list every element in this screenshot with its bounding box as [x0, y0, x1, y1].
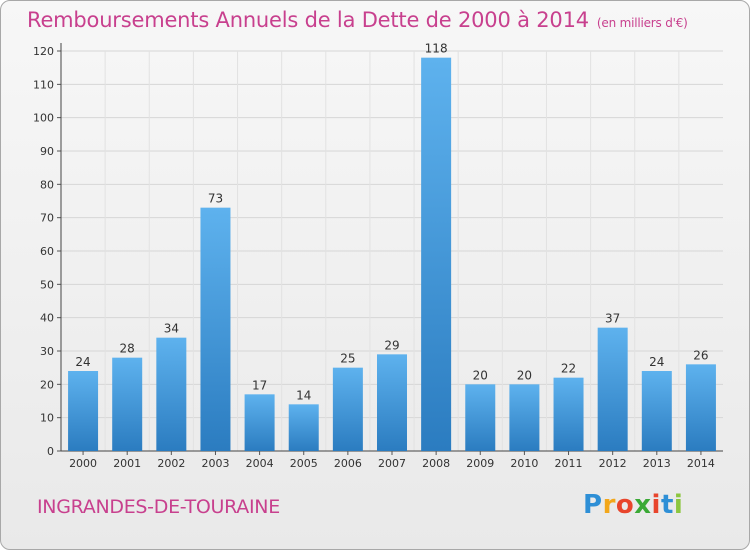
logo-letter: P	[583, 490, 603, 520]
x-tick-label: 2005	[290, 457, 318, 470]
data-label: 24	[649, 355, 664, 369]
data-label: 20	[473, 368, 488, 382]
x-tick-label: 2000	[69, 457, 97, 470]
bar-2000[interactable]	[68, 371, 99, 451]
bar-2009[interactable]	[465, 384, 496, 451]
bar-chart: 0 10 20 30 40 50 60 70 80 90 100 110 120 2000 2001 2002…	[33, 42, 723, 470]
x-tick-label: 2004	[246, 457, 274, 470]
bar-2010[interactable]	[509, 384, 540, 451]
data-label: 20	[517, 368, 532, 382]
y-tick-label: 40	[40, 312, 54, 325]
chart-subtitle: (en milliers d'€)	[596, 16, 688, 30]
x-tick-label: 2010	[510, 457, 538, 470]
data-labels: 24 28 34 73 17 14 25 29 118 20 20 22 37 24 26	[75, 42, 708, 403]
logo-letter: x	[634, 490, 652, 520]
logo-letter: t	[660, 490, 674, 520]
x-tick-label: 2006	[334, 457, 362, 470]
y-tick-label: 50	[40, 278, 54, 291]
data-label: 29	[384, 338, 399, 352]
x-tick-label: 2012	[599, 457, 627, 470]
x-tick-label: 2011	[555, 457, 583, 470]
data-label: 25	[340, 352, 355, 366]
x-tick-label: 2001	[113, 457, 141, 470]
y-tick-label: 120	[33, 45, 54, 58]
bar-2003[interactable]	[200, 207, 231, 451]
bars	[68, 57, 716, 452]
y-tick-label: 10	[40, 412, 54, 425]
bar-2006[interactable]	[332, 367, 363, 451]
data-label: 37	[605, 312, 620, 326]
data-label: 22	[561, 362, 576, 376]
data-label: 14	[296, 388, 311, 402]
data-label: 73	[208, 192, 223, 206]
y-tick-label: 100	[33, 112, 54, 125]
x-tick-label: 2003	[201, 457, 229, 470]
proxiti-logo[interactable]: Proxiti	[583, 490, 683, 520]
x-tick-label: 2002	[157, 457, 185, 470]
y-tick-label: 60	[40, 245, 54, 258]
logo-letter: o	[615, 490, 635, 520]
y-tick-label: 30	[40, 345, 54, 358]
bar-2014[interactable]	[685, 364, 716, 451]
bar-2005[interactable]	[288, 404, 319, 451]
data-label: 24	[75, 355, 90, 369]
y-tick-label: 20	[40, 378, 54, 391]
logo-letter: i	[673, 490, 684, 520]
data-label: 26	[693, 348, 708, 362]
logo-letter: i	[651, 490, 661, 520]
x-tick-label: 2007	[378, 457, 406, 470]
bar-2004[interactable]	[244, 394, 275, 451]
x-tick-label: 2008	[422, 457, 450, 470]
data-label: 34	[164, 322, 179, 336]
bar-2008[interactable]	[421, 57, 452, 452]
data-label: 118	[425, 42, 448, 56]
y-tick-label: 80	[40, 178, 54, 191]
bar-2013[interactable]	[641, 371, 672, 451]
axes: 0 10 20 30 40 50 60 70 80 90 100 110 120 2000 2001 2002…	[33, 43, 723, 470]
commune-name: INGRANDES-DE-TOURAINE	[37, 496, 280, 518]
bar-2002[interactable]	[156, 337, 187, 451]
y-tick-label: 0	[47, 445, 54, 458]
bar-2007[interactable]	[377, 354, 407, 451]
x-tick-label: 2009	[466, 457, 494, 470]
bar-2011[interactable]	[553, 377, 584, 451]
y-tick-label: 110	[33, 78, 54, 91]
logo-letter: r	[602, 490, 616, 520]
bar-2001[interactable]	[112, 357, 143, 451]
y-tick-label: 90	[40, 145, 54, 158]
x-tick-label: 2014	[687, 457, 715, 470]
chart-title: Remboursements Annuels de la Dette de 20…	[27, 8, 688, 32]
data-label: 28	[120, 342, 135, 356]
title-text: Remboursements Annuels de la Dette de 20…	[27, 8, 589, 32]
y-tick-label: 70	[40, 212, 54, 225]
data-label: 17	[252, 378, 267, 392]
bar-2012[interactable]	[597, 327, 628, 451]
x-tick-label: 2013	[643, 457, 671, 470]
